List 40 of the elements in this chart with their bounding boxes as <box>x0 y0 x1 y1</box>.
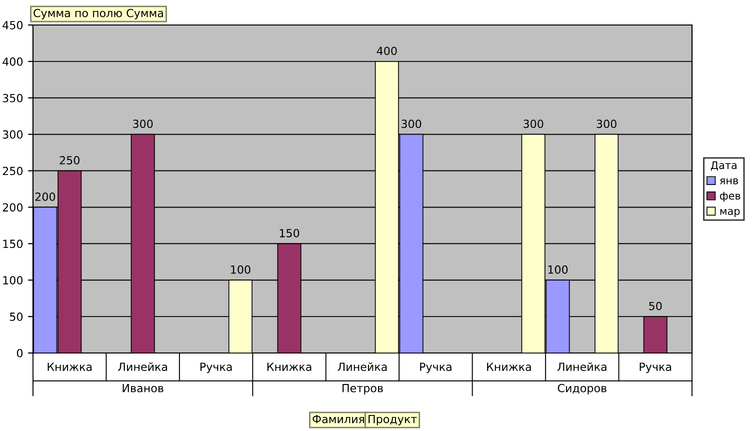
x-tick-label: Линейка <box>118 362 168 371</box>
y-tick-label: 200 <box>2 203 23 212</box>
y-tick-label: 100 <box>3 276 23 284</box>
y-tick-label: 350 <box>2 94 23 102</box>
text: Сидоров <box>558 384 606 394</box>
x-tick-label: Книжка <box>267 362 312 371</box>
text: Фамилия <box>312 414 364 424</box>
x-tick-label: Ручка <box>640 362 672 374</box>
data-label: 300 <box>402 120 422 128</box>
data-label: 400 <box>376 46 397 56</box>
data-label: 100 <box>231 265 250 274</box>
legend-title: Дата <box>710 161 736 171</box>
y-tick-label: 250 <box>2 166 23 176</box>
x-tick-label: Линейка <box>338 362 387 371</box>
data-label: 150 <box>280 228 300 238</box>
y-tick-label: 0 <box>16 348 23 358</box>
data-label: 300 <box>524 120 544 128</box>
x-tick-label: Ручка <box>420 362 452 374</box>
data-label: 100 <box>548 265 568 274</box>
text: Петров <box>342 384 383 394</box>
x-tick-label: Ручка <box>200 362 232 374</box>
y-tick-label: 300 <box>2 130 23 139</box>
y-tick-label: 400 <box>2 57 23 66</box>
chart-title: Сумма по полю Сумма <box>34 8 163 20</box>
x-tick-label: Книжка <box>487 362 531 371</box>
data-label: 300 <box>596 120 616 128</box>
text: Продукт <box>368 414 417 426</box>
legend-label: фев <box>720 192 740 202</box>
x-tick-label: Линейка <box>557 362 606 371</box>
data-label: 250 <box>60 156 80 164</box>
legend-label: мар <box>720 208 740 217</box>
y-tick-label: 150 <box>3 240 23 248</box>
legend-label: янв <box>720 178 738 184</box>
text: Иванов <box>122 384 164 392</box>
data-label: 200 <box>35 192 56 201</box>
y-tick-label: 50 <box>10 312 23 321</box>
data-label: 50 <box>649 302 662 310</box>
data-label: 300 <box>133 120 153 128</box>
x-tick-label: Книжка <box>48 362 92 371</box>
y-tick-label: 450 <box>2 20 23 30</box>
